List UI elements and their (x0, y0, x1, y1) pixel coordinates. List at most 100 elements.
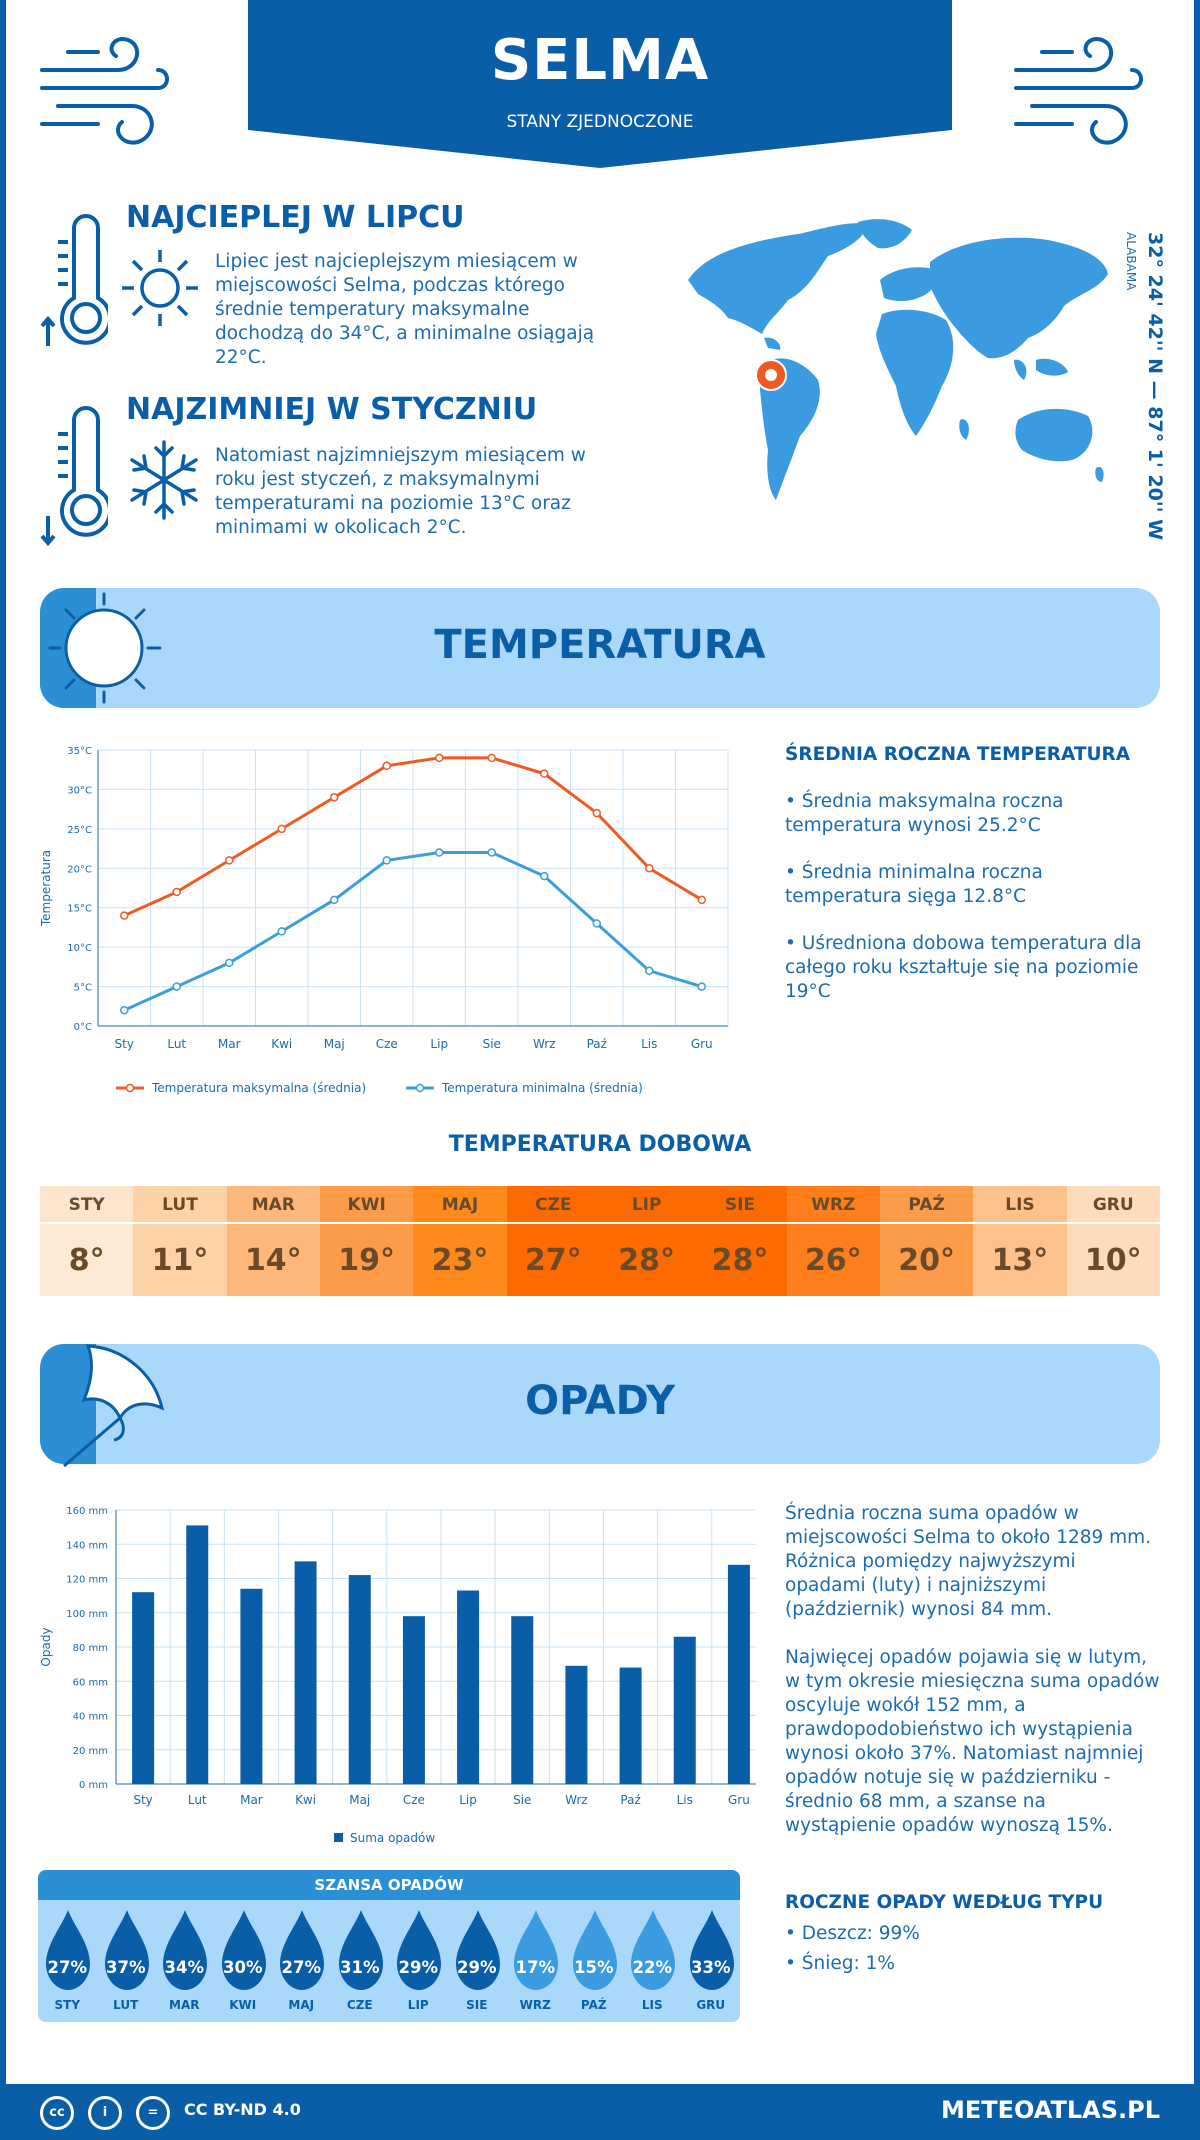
raindrop-icon (221, 1910, 266, 1990)
cc-icon: cc (40, 2096, 74, 2130)
data-point (435, 753, 444, 763)
chance-month: SIE (466, 1998, 488, 2012)
daily-month: LIP (599, 1186, 694, 1224)
x-tick-label: Sty (133, 1793, 152, 1807)
chance-month: GRU (696, 1998, 726, 2012)
data-point (330, 793, 339, 802)
wind-icon-left (40, 37, 169, 145)
chance-value: 22% (632, 1958, 673, 1977)
temperature-title: TEMPERATURA (434, 622, 766, 668)
x-tick-label: Cze (403, 1793, 425, 1807)
x-tick-label: Mar (240, 1793, 263, 1807)
x-tick-label: Paź (620, 1793, 640, 1807)
chance-value: 17% (515, 1958, 556, 1977)
bar (348, 1575, 371, 1784)
data-point (592, 808, 601, 818)
y-axis-label: Opady (39, 1627, 53, 1666)
raindrop-icon (46, 1910, 90, 1990)
bar (457, 1590, 480, 1784)
daily-month: MAJ (413, 1186, 507, 1224)
site-link[interactable]: METEOATLAS.PL (940, 2096, 1160, 2124)
daily-value: 26° (786, 1224, 880, 1296)
y-tick-label: 10°C (67, 943, 92, 954)
coldest-text: Natomiast najzimniejszym miesiącem w rok… (215, 445, 586, 538)
chance-drop: 31% CZE (331, 1908, 390, 2016)
x-tick-label: Cze (376, 1037, 398, 1051)
daily-month: MAR (226, 1186, 320, 1224)
chance-value: 31% (340, 1958, 380, 1977)
sun-icon (122, 250, 198, 326)
precip-type-title: ROCZNE OPADY WEDŁUG TYPU (785, 1892, 1104, 1913)
coldest-title: NAJZIMNIEJ W STYCZNIU (126, 392, 538, 427)
bar (565, 1665, 588, 1784)
series-line-1 (123, 851, 703, 1012)
y-tick-label: 0°C (74, 1022, 92, 1033)
daily-value: 23° (413, 1224, 507, 1296)
x-tick-label: Wrz (533, 1037, 556, 1051)
data-point (172, 887, 181, 897)
bar (727, 1564, 750, 1784)
bar (619, 1667, 642, 1784)
data-point (330, 895, 339, 905)
daily-month: KWI (319, 1186, 414, 1224)
chance-value: 29% (398, 1958, 439, 1977)
data-point (277, 927, 286, 936)
x-tick-label: Lis (641, 1037, 657, 1051)
raindrop-icon (163, 1910, 207, 1990)
y-tick-label: 140 mm (66, 1540, 108, 1551)
y-tick-label: 35°C (67, 746, 92, 757)
raindrop-icon (689, 1910, 734, 1990)
daily-month: GRU (1066, 1186, 1160, 1224)
y-tick-label: 20 mm (73, 1746, 108, 1757)
raindrop-icon (631, 1910, 675, 1990)
precip-type-rain: • Deszcz: 99% (785, 1923, 920, 1944)
data-point (540, 871, 549, 881)
raindrop-icon (338, 1910, 383, 1990)
y-tick-label: 80 mm (73, 1643, 108, 1654)
chance-drop: 34% MAR (155, 1908, 214, 2016)
data-point (225, 958, 234, 968)
attribution-icon: i (88, 2096, 122, 2130)
x-tick-label: Lut (167, 1037, 186, 1051)
x-tick-label: Lut (188, 1793, 207, 1807)
data-point (697, 895, 706, 905)
daily-column: CZE 27° (506, 1186, 600, 1296)
chance-value: 29% (457, 1958, 497, 1977)
bar (511, 1616, 534, 1784)
header-banner (248, 0, 952, 168)
legend-label: Suma opadów (350, 1831, 435, 1845)
y-tick-label: 15°C (67, 904, 92, 915)
chance-month: PAŹ (580, 1998, 607, 2012)
warmest-text: Lipiec jest najcieplejszym miesiącem w m… (215, 251, 595, 368)
x-tick-label: Lip (430, 1037, 448, 1051)
chance-month: STY (54, 1998, 81, 2012)
daily-title: TEMPERATURA DOBOWA (448, 1132, 752, 1157)
chance-value: 27% (281, 1958, 322, 1977)
precip-section-bar (40, 1344, 1160, 1464)
data-point (435, 848, 444, 857)
data-point (172, 982, 181, 991)
chance-month: LIS (641, 1998, 663, 2012)
chance-drop: 29% SIE (448, 1908, 507, 2016)
chance-drop: 37% LUT (97, 1908, 156, 2016)
daily-value: 28° (599, 1224, 694, 1296)
daily-value: 14° (226, 1224, 320, 1296)
raindrop-icon (572, 1910, 617, 1990)
chance-drop: 17% WRZ (506, 1908, 565, 2016)
country-name: STANY ZJEDNOCZONE (506, 112, 694, 132)
precipitation-chart: 0 mm 20 mm 40 mm 60 mm 80 mm 100 mm 120 mm 140 … (39, 1506, 756, 1845)
series-line-0 (123, 756, 703, 917)
data-point (277, 824, 286, 834)
data-point (382, 856, 391, 865)
chance-month: MAR (169, 1998, 200, 2012)
bar (402, 1616, 425, 1784)
x-tick-label: Sie (513, 1793, 531, 1807)
x-tick-label: Lis (677, 1793, 693, 1807)
daily-month: SIE (693, 1186, 787, 1224)
data-point (540, 769, 549, 778)
daily-temperature-table: STY 8° LUT 11° MAR 14° KWI 19° MAJ 23° CZE 27° LIP 28… (40, 1186, 1160, 1296)
data-point (487, 753, 496, 763)
y-tick-label: 40 mm (73, 1712, 108, 1723)
daily-column: KWI 19° (319, 1186, 414, 1296)
